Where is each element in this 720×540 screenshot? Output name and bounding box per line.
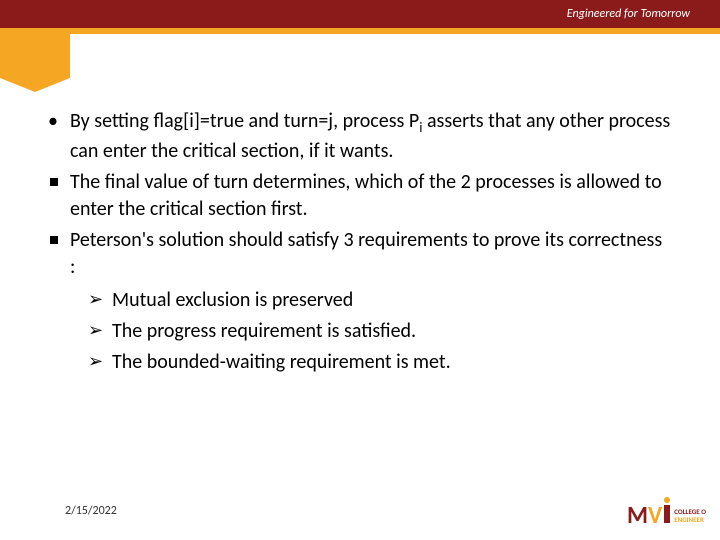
sub-list: Mutual exclusion is preserved The progres… <box>70 287 672 376</box>
tagline: Engineered for Tomorrow <box>567 7 690 21</box>
logo-line2: ENGINEER <box>674 516 706 524</box>
logo-letter-v: V <box>648 501 662 530</box>
logo-letter-i <box>664 505 670 523</box>
logo: M V COLLEGE O ENGINEER <box>627 501 706 530</box>
accent-block <box>0 28 70 78</box>
accent-row <box>0 28 720 78</box>
header-bar: Engineered for Tomorrow <box>0 0 720 28</box>
bullet-list: By setting flag[i]=true and turn=j, proc… <box>48 108 672 376</box>
footer-date: 2/15/2022 <box>65 504 117 518</box>
bullet-text: By setting flag[i]=true and turn=j, proc… <box>70 109 670 163</box>
sub-bullet-item: Mutual exclusion is preserved <box>88 287 672 314</box>
accent-line <box>70 28 720 34</box>
logo-letter-m: M <box>627 501 648 530</box>
sub-bullet-item: The bounded-waiting requirement is met. <box>88 349 672 376</box>
bullet-item: The final value of turn determines, whic… <box>48 169 672 223</box>
logo-text: COLLEGE O ENGINEER <box>674 508 706 523</box>
bullet-item: By setting flag[i]=true and turn=j, proc… <box>48 108 672 165</box>
bullet-item: Peterson's solution should satisfy 3 req… <box>48 227 672 376</box>
sub-bullet-item: The progress requirement is satisfied. <box>88 318 672 345</box>
slide-content: By setting flag[i]=true and turn=j, proc… <box>0 78 720 376</box>
bullet-text: The final value of turn determines, whic… <box>70 170 662 221</box>
logo-mark: M V <box>627 501 670 530</box>
bullet-text: Peterson's solution should satisfy 3 req… <box>70 228 662 279</box>
